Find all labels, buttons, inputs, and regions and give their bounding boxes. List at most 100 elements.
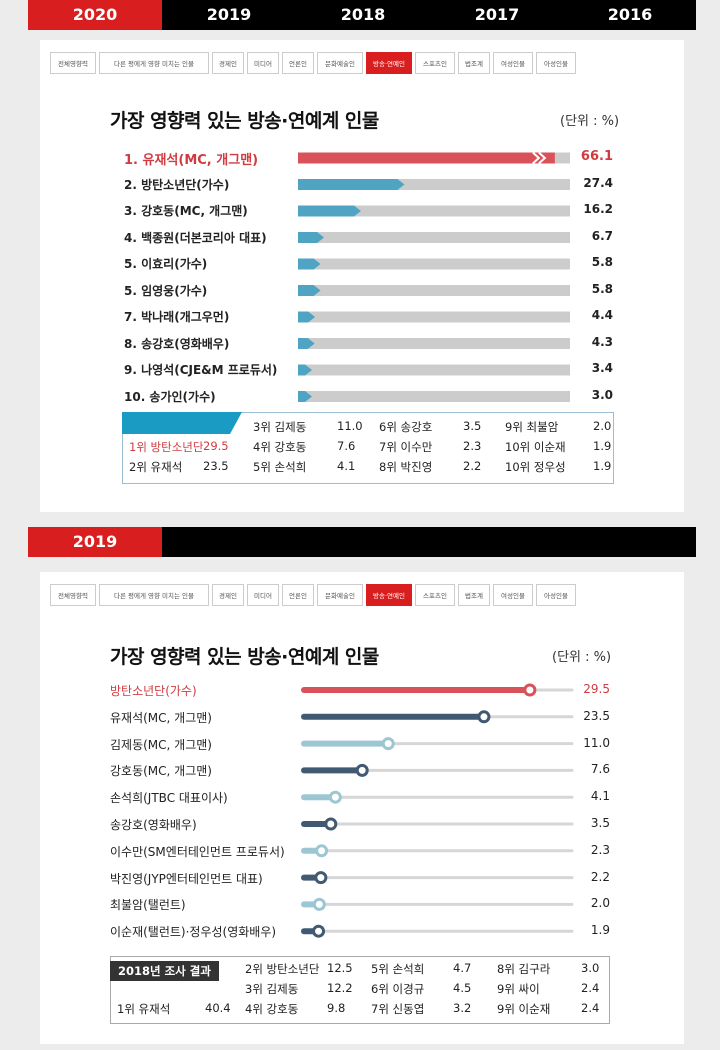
bar-label: 5. 이효리(가수) (124, 257, 208, 271)
year-tabs-bottom: 2019 (28, 527, 696, 557)
rank-name: 7위 이수만 (379, 440, 433, 454)
lollipop-label: 박진영(JYP엔터테인먼트 대표) (110, 871, 263, 886)
category-tab[interactable]: 다른 평에게 영향 미치는 인물 (99, 584, 209, 606)
lollipop-value: 11.0 (583, 735, 610, 750)
rank-value: 11.0 (337, 419, 363, 433)
category-tab[interactable]: 아성인물 (536, 584, 576, 606)
lollipop-dot (477, 710, 491, 724)
bar-track (298, 232, 570, 243)
bar-label: 10. 송가인(가수) (124, 389, 216, 404)
previous-results-tag: 2018년 조사 결과 (110, 961, 219, 981)
bar-label: 4. 백종원(더본코리아 대표) (124, 230, 267, 245)
category-tab[interactable]: 방송·연예인 (366, 52, 412, 74)
lollipop-label: 최불암(탤런트) (110, 898, 186, 913)
chart-title: 가장 영향력 있는 방송·연예계 인물 (110, 646, 379, 668)
category-tab[interactable]: 스포츠인 (415, 52, 455, 74)
year-tabs-top: 2020 2019 2018 2017 2016 (28, 0, 696, 30)
category-tab[interactable]: 다른 평에게 영향 미치는 인물 (99, 52, 209, 74)
category-tab[interactable]: 미디어 (247, 584, 279, 606)
rank-name: 5위 손석희 (253, 460, 307, 474)
lollipop-dot (328, 790, 342, 804)
category-tab[interactable]: 법조계 (458, 584, 490, 606)
category-tabs: 전체영향력 다른 평에게 영향 미치는 인물 경제인 미디어 언론인 문화예술인 방송·연예… (50, 584, 674, 606)
rank-value: 23.5 (203, 459, 229, 473)
bar-label: 5. 임영웅(가수) (124, 283, 208, 298)
bar-value: 16.2 (583, 202, 613, 216)
year-tab-2018[interactable]: 2018 (340, 5, 386, 24)
rank-value: 12.2 (327, 981, 353, 995)
bar-label: 3. 강호동(MC, 개그맨) (124, 204, 248, 218)
bar-label: 1. 유재석(MC, 개그맨) (124, 153, 259, 168)
bar-track (298, 179, 570, 190)
lollipop-value: 3.5 (590, 816, 610, 830)
category-tab[interactable]: 방송·연예인 (366, 584, 412, 606)
year-tab-2017[interactable]: 2017 (474, 5, 520, 24)
lollipop-label: 송강호(영화배우) (110, 818, 197, 832)
rank-name: 1위 방탄소년단 (129, 440, 204, 454)
year-tab-2020[interactable]: 2020 (28, 0, 162, 30)
rank-name: 1위 유재석 (117, 1002, 171, 1016)
year-tab-2019[interactable]: 2019 (28, 527, 162, 557)
rank-value: 2.0 (593, 419, 612, 433)
bar-break-mark (532, 151, 547, 165)
category-tab[interactable]: 전체영향력 (50, 52, 96, 74)
category-tabs: 전체영향력 다른 평에게 영향 미치는 인물 경제인 미디어 언론인 문화예술인 방송·연예… (50, 52, 674, 74)
category-tab[interactable]: 미디어 (247, 52, 279, 74)
bar (298, 391, 312, 402)
bar-track (298, 258, 570, 270)
lollipop-label: 방탄소년단(가수) (110, 684, 197, 698)
lollipop-dot (355, 763, 369, 777)
category-tab[interactable]: 문화예술인 (317, 52, 363, 74)
rank-value: 4.1 (337, 459, 356, 473)
rank-value: 4.5 (453, 981, 472, 995)
category-tab[interactable]: 언론인 (282, 584, 314, 606)
bar-track (298, 391, 570, 402)
rank-name: 2위 유재석 (129, 460, 183, 474)
bar-value: 4.3 (591, 334, 613, 349)
year-tab-2016[interactable]: 2016 (607, 5, 653, 24)
rank-value: 9.8 (327, 1001, 346, 1015)
category-tab[interactable]: 법조계 (458, 52, 490, 74)
lollipop-value: 1.9 (590, 923, 610, 938)
bar (298, 152, 555, 164)
bar (298, 338, 315, 349)
category-tab[interactable]: 여성인물 (493, 52, 533, 74)
category-tab[interactable]: 스포츠인 (415, 584, 455, 606)
previous-results-box: 1위 방탄소년단 29.5 2위 유재석 23.5 3위 김제동 11.0 4위 강호동 7.… (122, 412, 614, 484)
lollipop-value: 2.0 (590, 896, 610, 911)
rank-value: 1.9 (593, 459, 612, 473)
category-tab[interactable]: 경제인 (212, 584, 244, 606)
lollipop-label: 강호동(MC, 개그맨) (110, 764, 212, 779)
rank-name: 10위 이순재 (505, 440, 566, 454)
bar-chart-2020 (298, 151, 570, 402)
rank-name: 4위 강호동 (253, 440, 307, 454)
lollipop-value: 2.3 (590, 842, 610, 857)
bar-track (298, 285, 570, 296)
rank-name: 9위 싸이 (497, 982, 540, 996)
lollipop-value: 7.6 (590, 762, 610, 777)
rank-name: 9위 최불암 (505, 420, 559, 434)
category-tab[interactable]: 언론인 (282, 52, 314, 74)
lollipop-dot (312, 924, 326, 938)
rank-name: 5위 손석희 (371, 962, 425, 976)
bar (298, 232, 325, 243)
lollipop-dot (314, 871, 328, 885)
rank-name: 10위 정우성 (505, 460, 566, 474)
year-tab-2019[interactable]: 2019 (206, 5, 252, 24)
bar (298, 311, 316, 323)
bar-track (298, 364, 570, 376)
rank-value: 29.5 (203, 439, 229, 453)
rank-name: 8위 김구라 (497, 962, 551, 976)
lollipop-label: 이수만(SM엔터테인먼트 프로듀서) (110, 844, 285, 859)
category-tab[interactable]: 여성인물 (493, 584, 533, 606)
category-tab[interactable]: 경제인 (212, 52, 244, 74)
lollipop-value: 29.5 (583, 682, 610, 696)
rank-value: 40.4 (205, 1001, 231, 1015)
lollipop-label: 이순재(탤런트)·정우성(영화배우) (110, 925, 277, 940)
lollipop-label: 유재석(MC, 개그맨) (110, 710, 212, 725)
bar-value: 27.4 (583, 175, 613, 190)
category-tab[interactable]: 문화예술인 (317, 584, 363, 606)
category-tab[interactable]: 아성인물 (536, 52, 576, 74)
category-tab[interactable]: 전체영향력 (50, 584, 96, 606)
bar-value: 4.4 (591, 308, 613, 322)
